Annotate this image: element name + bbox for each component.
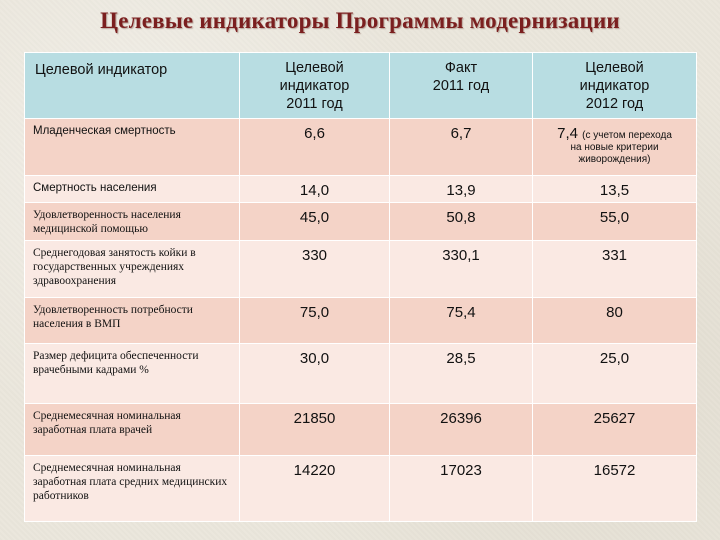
header-target-2012: Целевой индикатор 2012 год xyxy=(532,52,697,119)
indicators-table: Целевой индикатор Целевой индикатор 2011… xyxy=(24,52,697,522)
header-target-2011-line3: 2011 год xyxy=(286,96,343,112)
cell-target-2011: 14220 xyxy=(239,455,390,522)
cell-target-2012: 25627 xyxy=(532,403,697,456)
cell-fact-2011: 28,5 xyxy=(389,343,533,404)
row-label: Среднемесячная номинальная заработная пл… xyxy=(24,455,240,522)
table-row: Удовлетворенность потребности населения … xyxy=(24,297,697,344)
cell-target-2012: 25,0 xyxy=(532,343,697,404)
row-label: Удовлетворенность потребности населения … xyxy=(24,297,240,344)
header-fact-2011-line1: Факт xyxy=(444,60,478,76)
header-indicator: Целевой индикатор xyxy=(24,52,240,119)
header-target-2012-line3: 2012 год xyxy=(585,96,644,112)
cell-target-2012-value: 7,4 xyxy=(557,125,578,142)
cell-target-2011: 6,6 xyxy=(239,118,390,176)
cell-target-2011: 30,0 xyxy=(239,343,390,404)
table-row: Размер дефицита обеспеченности врачебным… xyxy=(24,343,697,404)
cell-target-2012: 55,0 xyxy=(532,202,697,241)
cell-target-2012: 80 xyxy=(532,297,697,344)
row-label: Удовлетворенность населения медицинской … xyxy=(24,202,240,241)
cell-fact-2011: 13,9 xyxy=(389,175,533,203)
slide-title: Целевые индикаторы Программы модернизаци… xyxy=(100,8,620,33)
cell-fact-2011: 26396 xyxy=(389,403,533,456)
cell-fact-2011: 75,4 xyxy=(389,297,533,344)
header-target-2011-line1: Целевой xyxy=(285,60,344,76)
cell-target-2011: 14,0 xyxy=(239,175,390,203)
header-target-2012-line1: Целевой xyxy=(585,60,644,76)
cell-target-2011: 21850 xyxy=(239,403,390,456)
table-row: Смертность населения 14,0 13,9 13,5 xyxy=(24,175,697,203)
header-target-2012-line2: индикатор xyxy=(579,78,650,94)
row-label: Смертность населения xyxy=(24,175,240,203)
table-row: Младенческая смертность 6,6 6,7 7,4 (с у… xyxy=(24,118,697,176)
header-target-2011: Целевой индикатор 2011 год xyxy=(239,52,390,119)
cell-fact-2011: 50,8 xyxy=(389,202,533,241)
cell-fact-2011: 6,7 xyxy=(389,118,533,176)
cell-target-2012: 16572 xyxy=(532,455,697,522)
cell-target-2012-note-2: на новые критерии xyxy=(570,142,659,153)
cell-target-2012-note-3: живорождения) xyxy=(578,154,651,165)
header-fact-2011-line2: 2011 год xyxy=(432,78,490,94)
cell-target-2012: 13,5 xyxy=(532,175,697,203)
cell-target-2011: 45,0 xyxy=(239,202,390,241)
row-label: Среднегодовая занятость койки в государс… xyxy=(24,240,240,298)
table-row: Среднегодовая занятость койки в государс… xyxy=(24,240,697,298)
cell-target-2012-note-1: (с учетом перехода xyxy=(582,130,672,141)
header-fact-2011: Факт 2011 год xyxy=(389,52,533,119)
cell-fact-2011: 330,1 xyxy=(389,240,533,298)
cell-fact-2011: 17023 xyxy=(389,455,533,522)
cell-target-2012: 331 xyxy=(532,240,697,298)
row-label: Среднемесячная номинальная заработная пл… xyxy=(24,403,240,456)
cell-target-2012: 7,4 (с учетом перехода на новые критерии… xyxy=(532,118,697,176)
row-label: Младенческая смертность xyxy=(24,118,240,176)
table-row: Удовлетворенность населения медицинской … xyxy=(24,202,697,241)
cell-target-2011: 330 xyxy=(239,240,390,298)
row-label: Размер дефицита обеспеченности врачебным… xyxy=(24,343,240,404)
table-row: Среднемесячная номинальная заработная пл… xyxy=(24,403,697,456)
indicators-table-wrap: Целевой индикатор Целевой индикатор 2011… xyxy=(24,52,697,522)
table-header-row: Целевой индикатор Целевой индикатор 2011… xyxy=(24,52,697,119)
cell-target-2011: 75,0 xyxy=(239,297,390,344)
header-target-2011-line2: индикатор xyxy=(279,78,350,94)
table-row: Среднемесячная номинальная заработная пл… xyxy=(24,455,697,522)
header-indicator-text: Целевой индикатор xyxy=(35,62,168,78)
